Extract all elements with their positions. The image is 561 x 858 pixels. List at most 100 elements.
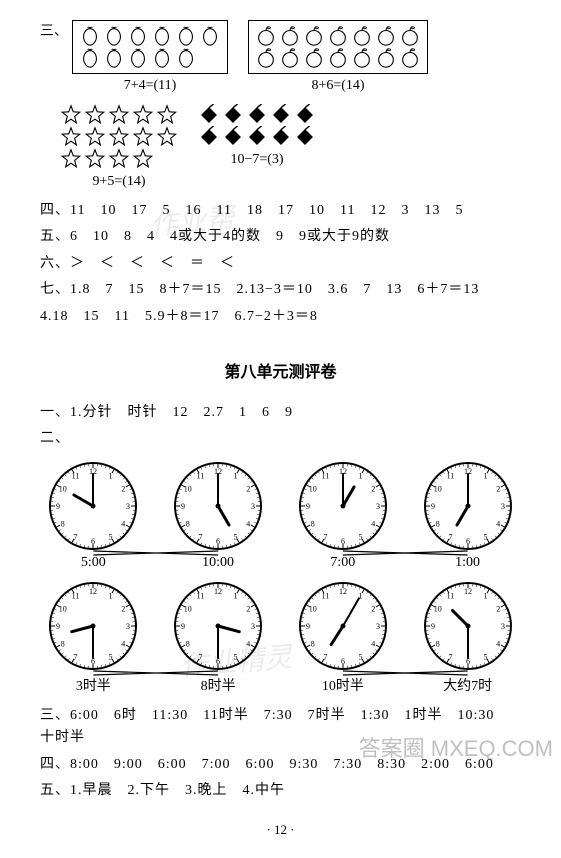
expr-b: 8+6=(14) xyxy=(311,78,364,94)
svg-text:5: 5 xyxy=(109,532,113,541)
svg-text:4: 4 xyxy=(122,519,126,528)
corner-watermark: 答案圈 MXEQ.COM xyxy=(359,731,553,763)
svg-text:8: 8 xyxy=(186,519,190,528)
svg-text:3: 3 xyxy=(126,502,130,511)
svg-text:3: 3 xyxy=(501,502,505,511)
section-4-line: 四、11 10 17 5 16 11 18 17 10 11 12 3 13 5 xyxy=(40,200,521,222)
clock-cell: 123456789101112 10:00 xyxy=(165,461,272,571)
peach-icon xyxy=(151,47,173,69)
panel-stars: 9+5=(14) xyxy=(60,104,178,190)
apple-icon xyxy=(303,47,325,69)
svg-text:9: 9 xyxy=(181,502,185,511)
apple-icon xyxy=(375,47,397,69)
peach-icon xyxy=(175,25,197,47)
star-icon xyxy=(156,126,178,148)
svg-text:3: 3 xyxy=(251,622,255,631)
svg-text:7: 7 xyxy=(199,652,203,661)
diamond-icon xyxy=(222,126,244,148)
svg-text:5: 5 xyxy=(358,532,362,541)
svg-text:7: 7 xyxy=(74,652,78,661)
svg-text:1: 1 xyxy=(483,471,487,480)
svg-text:8: 8 xyxy=(311,519,315,528)
section-6-line: 六、＞ ＜ ＜ ＜ ＝ ＜ xyxy=(40,253,521,275)
svg-text:9: 9 xyxy=(56,502,60,511)
svg-text:10: 10 xyxy=(59,604,67,613)
svg-text:12: 12 xyxy=(339,587,347,596)
svg-text:12: 12 xyxy=(464,587,472,596)
svg-text:1: 1 xyxy=(109,471,113,480)
svg-text:2: 2 xyxy=(496,604,500,613)
star-icon xyxy=(132,104,154,126)
clock-expr: 3时半 xyxy=(76,675,111,695)
unit8-line1: 一、1.分针 时针 12 2.7 1 6 9 xyxy=(40,402,521,424)
clock-icon: 123456789101112 xyxy=(48,581,138,671)
svg-text:8: 8 xyxy=(61,519,65,528)
star-icon xyxy=(60,148,82,170)
svg-text:11: 11 xyxy=(322,471,330,480)
clock-icon: 123456789101112 xyxy=(298,581,388,671)
apple-icon xyxy=(351,25,373,47)
clock-label: 7:00 xyxy=(330,555,355,571)
svg-text:6: 6 xyxy=(341,657,345,666)
clock-icon: 123456789101112 xyxy=(173,461,263,551)
diamond-icon xyxy=(270,126,292,148)
svg-text:5: 5 xyxy=(483,652,487,661)
diamond-icon xyxy=(198,126,220,148)
star-icon xyxy=(132,126,154,148)
svg-text:1: 1 xyxy=(234,471,238,480)
svg-text:7: 7 xyxy=(323,652,327,661)
clock-cell: 123456789101112 5:00 xyxy=(40,461,147,571)
svg-text:10: 10 xyxy=(309,604,317,613)
svg-text:10: 10 xyxy=(59,484,67,493)
svg-text:5: 5 xyxy=(483,532,487,541)
svg-text:6: 6 xyxy=(216,537,220,546)
svg-text:3: 3 xyxy=(501,622,505,631)
clock-cell: 123456789101112 10时半 xyxy=(290,581,397,695)
clock-cell: 123456789101112 1:00 xyxy=(414,461,521,571)
svg-text:6: 6 xyxy=(91,537,95,546)
clock-cell: 123456789101112 7:00 xyxy=(290,461,397,571)
apple-icon xyxy=(399,25,421,47)
svg-text:2: 2 xyxy=(371,484,375,493)
svg-text:2: 2 xyxy=(371,604,375,613)
star-icon xyxy=(60,104,82,126)
svg-text:8: 8 xyxy=(435,639,439,648)
diamond-icon xyxy=(294,126,316,148)
svg-text:9: 9 xyxy=(431,502,435,511)
section-7-line1: 七、1.8 7 15 8＋7＝15 2.13−3＝10 3.6 7 13 6＋7… xyxy=(40,279,521,301)
diamond-icon xyxy=(270,104,292,126)
peach-icon xyxy=(103,47,125,69)
svg-text:7: 7 xyxy=(199,532,203,541)
svg-text:9: 9 xyxy=(306,502,310,511)
diamond-icon xyxy=(294,104,316,126)
svg-text:3: 3 xyxy=(376,622,380,631)
apple-icon xyxy=(255,47,277,69)
star-icon xyxy=(156,104,178,126)
svg-text:6: 6 xyxy=(466,537,470,546)
expr-c: 9+5=(14) xyxy=(92,174,145,190)
svg-text:5: 5 xyxy=(234,532,238,541)
diamond-icon xyxy=(198,104,220,126)
clock-label: 5:00 xyxy=(81,555,106,571)
svg-text:9: 9 xyxy=(181,622,185,631)
svg-text:4: 4 xyxy=(246,639,250,648)
peach-icon xyxy=(127,25,149,47)
clock-icon: 123456789101112 xyxy=(48,461,138,551)
diamond-icon xyxy=(222,104,244,126)
svg-text:4: 4 xyxy=(371,639,375,648)
svg-text:9: 9 xyxy=(306,622,310,631)
apple-icon xyxy=(375,25,397,47)
svg-text:3: 3 xyxy=(126,622,130,631)
panel-apples: 8+6=(14) xyxy=(248,20,428,94)
svg-text:2: 2 xyxy=(496,484,500,493)
svg-text:9: 9 xyxy=(56,622,60,631)
apple-icon xyxy=(255,25,277,47)
svg-text:4: 4 xyxy=(371,519,375,528)
svg-text:5: 5 xyxy=(358,652,362,661)
diamond-icon xyxy=(246,126,268,148)
expr-a: 7+4=(11) xyxy=(124,78,177,94)
svg-text:4: 4 xyxy=(246,519,250,528)
svg-text:4: 4 xyxy=(496,519,500,528)
clock-icon: 123456789101112 xyxy=(423,461,513,551)
star-icon xyxy=(84,126,106,148)
